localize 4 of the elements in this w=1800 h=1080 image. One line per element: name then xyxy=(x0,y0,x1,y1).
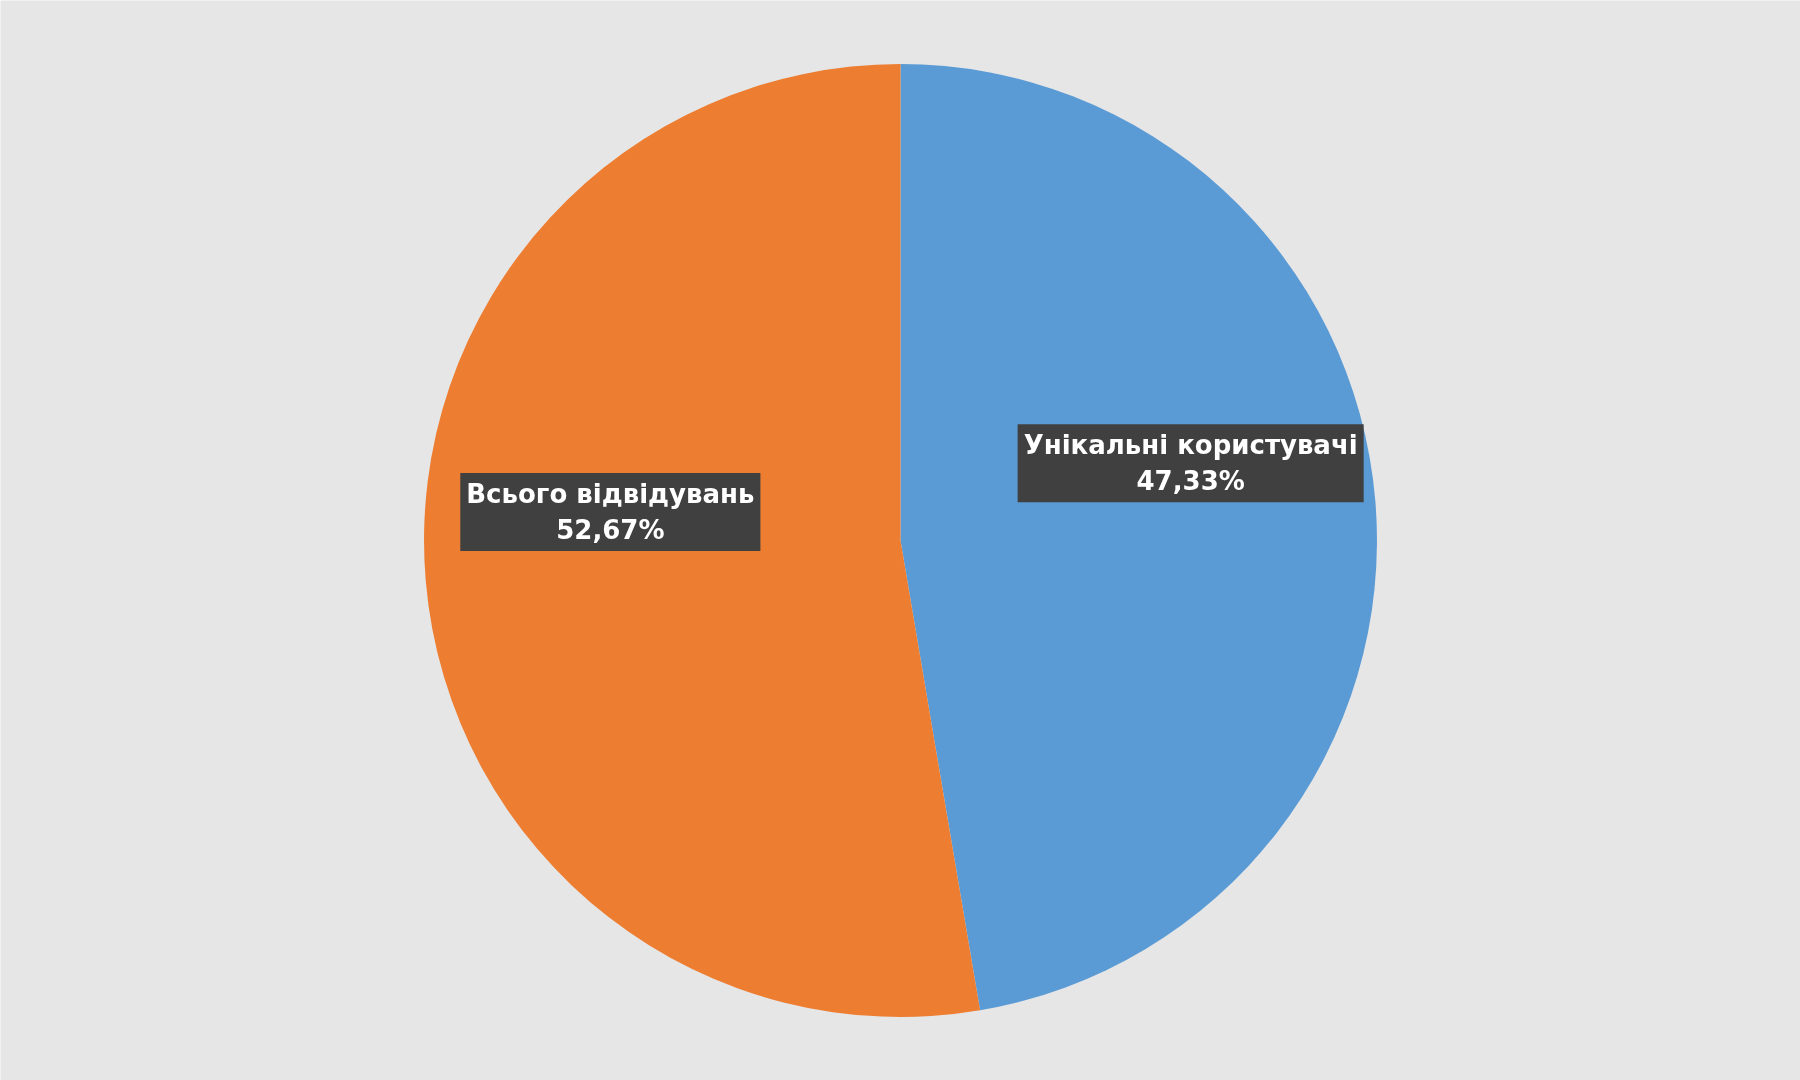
slice-label: Унікальні користувачі xyxy=(1023,430,1358,461)
slice-label: Всього відвідувань xyxy=(466,478,755,509)
data-label: 47,33% xyxy=(1136,466,1245,497)
data-label: 52,67% xyxy=(556,514,665,545)
